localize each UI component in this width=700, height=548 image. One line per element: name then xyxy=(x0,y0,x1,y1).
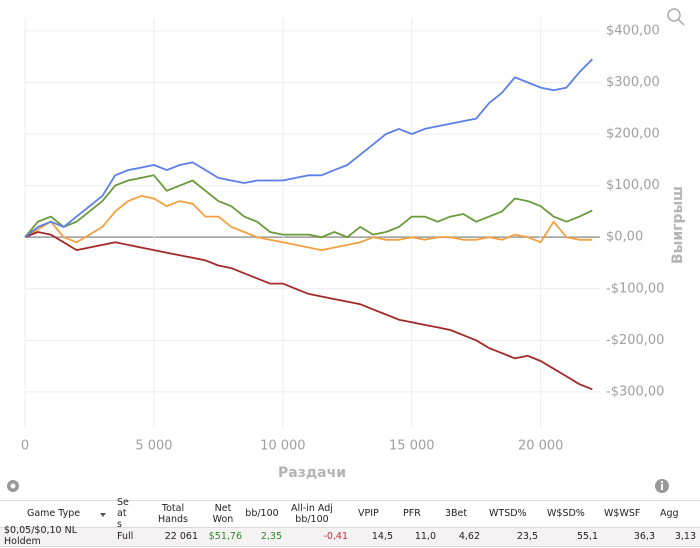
info-icon[interactable] xyxy=(655,479,669,493)
series-line xyxy=(24,195,593,251)
table-cell: Full xyxy=(117,530,134,542)
settings-icon[interactable] xyxy=(7,480,19,492)
x-tick-label: 10 000 xyxy=(260,439,306,454)
table-cell: 55,1 xyxy=(576,530,598,542)
table-cell: 2,35 xyxy=(260,530,282,542)
y-tick-label: $0,00 xyxy=(606,230,643,245)
column-header[interactable]: VPIP xyxy=(358,508,379,519)
series-line xyxy=(24,231,593,391)
zoom-icon[interactable] xyxy=(667,8,685,26)
y-tick-label: $200,00 xyxy=(606,127,660,142)
series-line xyxy=(24,174,593,239)
series-line xyxy=(24,58,593,238)
column-header[interactable]: 3Bet xyxy=(445,508,468,519)
y-tick-label: $300,00 xyxy=(606,75,660,90)
y-tick-label: -$300,00 xyxy=(606,384,664,399)
y-tick-label: $400,00 xyxy=(606,23,660,38)
column-header[interactable]: Game Type xyxy=(27,508,81,519)
chart: Раздачи Выигрыш $400,00 $300,00 $200,00 $10… xyxy=(7,8,686,493)
column-header[interactable]: W$SD% xyxy=(547,508,585,519)
column-header[interactable]: PFR xyxy=(403,508,421,519)
y-axis-title: Выигрыш xyxy=(670,186,686,264)
column-header[interactable]: W$WSF xyxy=(604,508,641,519)
column-header[interactable]: All-in Adj bb/100 xyxy=(291,502,333,525)
table-cell: 22 061 xyxy=(164,530,198,542)
x-tick-label: 15 000 xyxy=(389,439,435,454)
table-cell: 14,5 xyxy=(371,530,393,542)
table-cell: 3,13 xyxy=(674,530,696,542)
column-header[interactable]: bb/100 xyxy=(245,508,279,519)
column-header[interactable]: Total Hands xyxy=(158,502,188,525)
table-cell: $0,05/$0,10 NL Holdem xyxy=(4,525,78,547)
sort-arrow[interactable] xyxy=(0,500,700,548)
x-tick-label: 20 000 xyxy=(518,439,564,454)
table-cell: 4,62 xyxy=(458,530,480,542)
column-header[interactable]: Net Won xyxy=(212,502,234,525)
table-border xyxy=(0,500,700,501)
x-tick-label: 0 xyxy=(21,439,29,454)
x-axis-title: Раздачи xyxy=(278,465,346,481)
y-tick-label: -$200,00 xyxy=(606,333,664,348)
table-cell: 36,3 xyxy=(633,530,655,542)
y-tick-label: $100,00 xyxy=(606,178,660,193)
table-cell: $51,76 xyxy=(208,530,242,542)
stats-table: Game Type Seats Total Hands Net Won bb/100 Al… xyxy=(0,497,700,548)
column-header[interactable]: Seats xyxy=(117,497,129,530)
grid xyxy=(24,18,600,428)
column-header[interactable]: Agg xyxy=(660,508,679,519)
table-row[interactable] xyxy=(0,527,700,547)
y-tick-label: -$100,00 xyxy=(606,281,664,296)
table-cell: -0,41 xyxy=(323,530,348,542)
table-cell: 23,5 xyxy=(516,530,538,542)
table-cell: 11,0 xyxy=(414,530,436,542)
x-tick-label: 5 000 xyxy=(135,439,172,454)
column-header[interactable]: WTSD% xyxy=(489,508,527,519)
